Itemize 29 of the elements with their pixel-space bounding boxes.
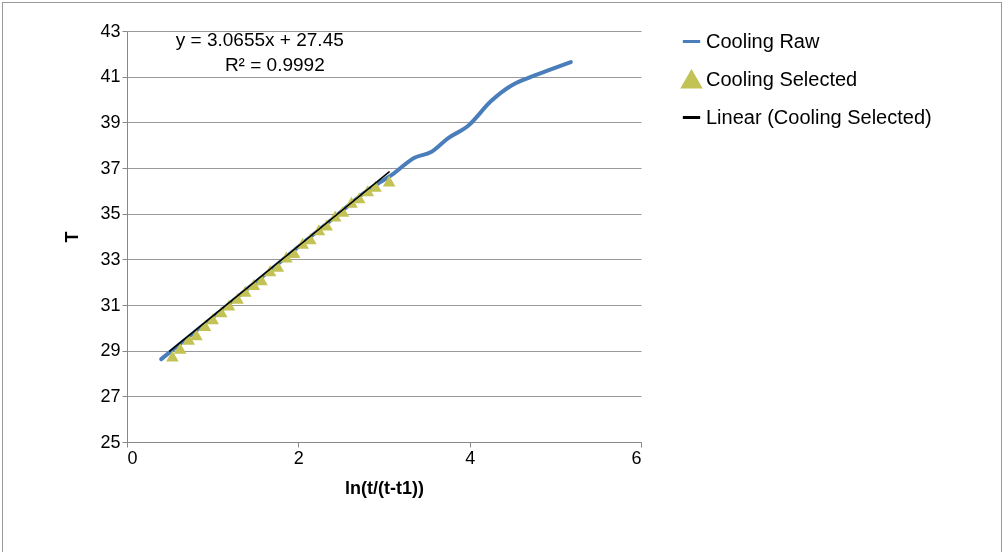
point	[369, 180, 382, 192]
y-tick-label: 41	[100, 66, 121, 87]
legend-label: Cooling Selected	[706, 67, 858, 90]
x-tick-label: 6	[631, 447, 642, 468]
x-tick-label: 2	[293, 447, 304, 468]
annotation: y = 3.0655x + 27.45	[175, 29, 344, 51]
point	[190, 329, 203, 341]
y-tick-label: 35	[100, 203, 121, 224]
y-axis-title: T	[62, 231, 83, 243]
y-tick-label: 29	[100, 340, 121, 361]
annotation: R² = 0.9992	[224, 54, 325, 76]
y-tick-label: 33	[100, 248, 121, 269]
x-axis-title: ln(t/(t-t1))	[345, 477, 424, 498]
point	[182, 333, 196, 345]
point	[173, 342, 187, 354]
y-tick-label: 37	[100, 157, 121, 178]
point	[166, 350, 179, 362]
x-tick-label: 4	[465, 447, 476, 468]
y-tick-label: 39	[100, 111, 121, 132]
y-tick-label: 25	[100, 431, 121, 452]
x-tick-label: 0	[127, 447, 138, 468]
y-tick-label: 43	[100, 20, 121, 41]
legend-label: Cooling Raw	[706, 29, 820, 52]
point	[271, 260, 285, 272]
point	[382, 175, 396, 187]
y-tick-label: 31	[100, 294, 121, 315]
point	[198, 320, 212, 332]
y-tick-label: 27	[100, 385, 121, 406]
legend-label: Linear (Cooling Selected)	[706, 105, 932, 128]
